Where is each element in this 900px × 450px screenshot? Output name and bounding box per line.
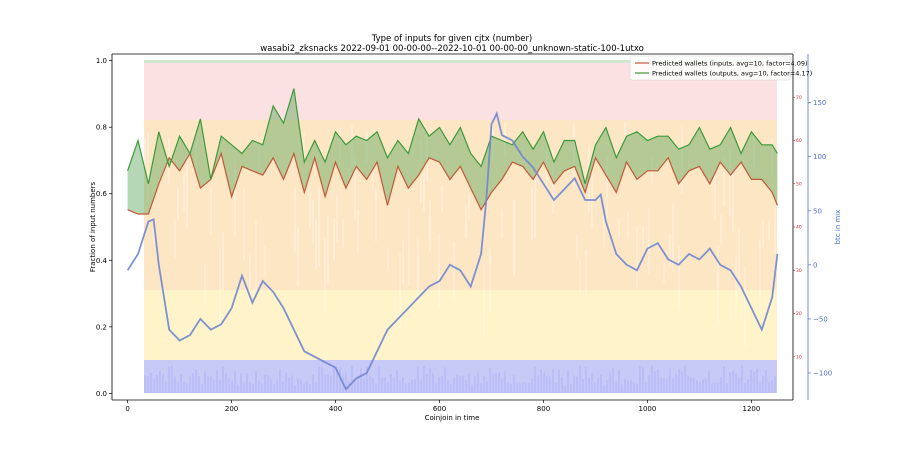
y-tick-label: 0.8: [96, 124, 107, 132]
y3-tick-label: −100: [813, 369, 832, 377]
y3-tick-label: 0: [813, 261, 817, 269]
band-top-green: [144, 60, 777, 63]
y2-tick-label: 50: [796, 181, 802, 187]
x-tick-label: 800: [537, 405, 550, 413]
legend: Predicted wallets (inputs, avg=10, facto…: [629, 55, 812, 81]
y2-ticks: 10 20 30 40 50 60 70: [793, 95, 802, 360]
x-tick-label: 400: [329, 405, 342, 413]
band-yellow: [144, 290, 777, 360]
x-tick-label: 1200: [742, 405, 760, 413]
y2-tick-label: 10: [796, 354, 802, 360]
y-ticks: 0.0 0.2 0.4 0.6 0.8 1.0: [96, 57, 112, 398]
y-tick-label: 0.4: [96, 257, 108, 265]
y3-tick-label: 100: [813, 153, 826, 161]
chart-title: Type of inputs for given cjtx (number): [371, 34, 533, 44]
legend-box: [629, 55, 791, 81]
plot-area: [126, 60, 779, 393]
y3-ticks: −100 −50 0 50 100 150: [808, 99, 832, 377]
y2-tick-label: 40: [796, 225, 802, 231]
y2-tick-label: 70: [796, 95, 802, 101]
x-axis-label: Coinjoin in time: [425, 414, 480, 422]
y3-tick-label: 150: [813, 99, 826, 107]
series-line-outputs: [127, 88, 778, 184]
chart-subtitle: wasabi2_zksnacks 2022-09-01 00-00-00--20…: [260, 44, 644, 54]
prediction-fill-between: [127, 88, 778, 214]
y-tick-label: 0.0: [96, 390, 107, 398]
y-tick-label: 0.2: [96, 323, 107, 331]
band-texture: [144, 122, 776, 393]
y2-tick-label: 30: [796, 268, 802, 274]
x-tick-label: 600: [433, 405, 446, 413]
legend-label-outputs: Predicted wallets (outputs, avg=10, fact…: [652, 70, 812, 78]
series-line-btc: [126, 110, 779, 391]
y3-tick-label: −50: [813, 315, 828, 323]
legend-label-inputs: Predicted wallets (inputs, avg=10, facto…: [652, 60, 808, 68]
x-tick-label: 1000: [639, 405, 657, 413]
y-tick-label: 1.0: [96, 57, 107, 65]
x-ticks: 0 200 400 600 800 1000 1200: [125, 400, 760, 413]
series-line-inputs: [127, 151, 778, 215]
x-tick-label: 0: [125, 405, 129, 413]
x-tick-label: 200: [225, 405, 238, 413]
y-axis-label: Fraction of input numbers: [89, 181, 97, 272]
y3-tick-label: 50: [813, 207, 822, 215]
y2-tick-label: 60: [796, 138, 802, 144]
y-tick-label: 0.6: [96, 190, 108, 198]
y2-tick-label: 20: [796, 311, 802, 317]
y3-axis-label: btc in mix: [834, 210, 842, 245]
